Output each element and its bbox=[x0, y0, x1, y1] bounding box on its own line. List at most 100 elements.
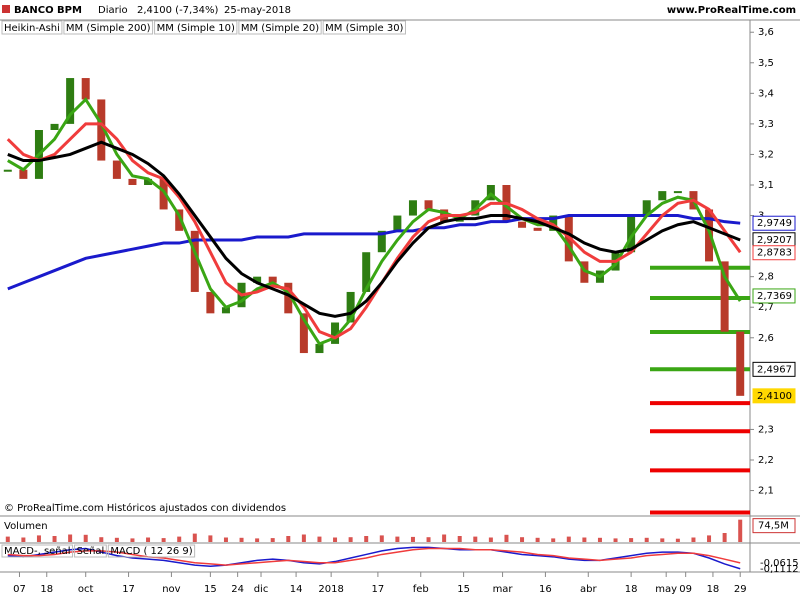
candle bbox=[658, 191, 667, 201]
y-tick-label: 3,1 bbox=[758, 180, 774, 191]
volume-bar bbox=[442, 534, 447, 542]
volume-bar bbox=[504, 534, 509, 542]
volume-bar bbox=[738, 519, 743, 542]
macd-legend: Señal bbox=[77, 546, 105, 557]
candle bbox=[19, 169, 28, 179]
x-tick-label: 15 bbox=[457, 584, 470, 595]
volume-bar bbox=[223, 537, 228, 542]
volume-bar bbox=[551, 538, 556, 542]
x-tick-label: 07 bbox=[13, 584, 26, 595]
candle bbox=[268, 276, 277, 283]
volume-bar bbox=[707, 535, 712, 542]
price-tag bbox=[752, 388, 796, 404]
x-tick-label: 18 bbox=[625, 584, 638, 595]
legend-box bbox=[322, 20, 406, 35]
candle bbox=[673, 191, 682, 194]
x-tick-label: feb bbox=[413, 584, 429, 595]
x-tick-label: 18 bbox=[707, 584, 720, 595]
volume-bar bbox=[473, 536, 478, 542]
last-price: 2,4100 (-7,34%) bbox=[137, 5, 218, 16]
candle bbox=[299, 313, 308, 354]
candle bbox=[393, 215, 402, 231]
ma-line bbox=[7, 214, 741, 291]
x-tick-label: may bbox=[655, 584, 677, 595]
volume-bar bbox=[68, 534, 73, 542]
volume-bar bbox=[629, 538, 634, 542]
price-tag bbox=[752, 245, 796, 261]
volume-bar bbox=[582, 537, 587, 542]
x-tick-label: 24 bbox=[231, 584, 244, 595]
volume-tag bbox=[752, 518, 796, 534]
volume-bar bbox=[52, 536, 57, 542]
macd-value-label: -0,0615 bbox=[760, 558, 799, 569]
macd-line bbox=[7, 546, 741, 570]
x-tick-label: 17 bbox=[122, 584, 135, 595]
candle bbox=[362, 252, 371, 292]
volume-bar bbox=[83, 534, 88, 542]
candle bbox=[3, 169, 12, 172]
volume-bar bbox=[395, 536, 400, 542]
volume-bar bbox=[333, 537, 338, 542]
x-tick-label: abr bbox=[580, 584, 597, 595]
volume-bar bbox=[208, 535, 213, 542]
volume-tag-label: 74,5M bbox=[758, 521, 789, 532]
volume-bar bbox=[457, 536, 462, 542]
price-tag bbox=[752, 288, 796, 304]
candle bbox=[66, 78, 75, 124]
footnote: © ProRealTime.com Históricos ajustados c… bbox=[4, 502, 286, 514]
volume-bar bbox=[535, 537, 540, 542]
volume-bar bbox=[317, 536, 322, 542]
y-tick-label: 3,6 bbox=[758, 27, 774, 38]
macd-legend: MACD ( 12 26 9) bbox=[110, 546, 192, 557]
candle bbox=[533, 227, 542, 231]
candle bbox=[424, 200, 433, 210]
x-tick-label: 16 bbox=[539, 584, 552, 595]
macd-legend-box bbox=[1, 544, 74, 558]
x-tick-label: 14 bbox=[290, 584, 303, 595]
volume-label: Volumen bbox=[4, 521, 48, 532]
candle bbox=[331, 322, 340, 344]
volume-bar bbox=[146, 537, 151, 542]
volume-bar bbox=[364, 536, 369, 542]
legend-box bbox=[63, 20, 154, 35]
macd-legend: MACD-, señal bbox=[4, 546, 71, 557]
volume-bar bbox=[691, 537, 696, 542]
volume-bar bbox=[348, 537, 353, 542]
candle bbox=[190, 230, 199, 292]
candle bbox=[128, 178, 137, 185]
volume-bar bbox=[192, 533, 197, 542]
legend-entry: MM (Simple 30) bbox=[325, 23, 403, 34]
volume-bar bbox=[130, 538, 135, 542]
x-tick-label: 29 bbox=[734, 584, 747, 595]
volume-bar bbox=[36, 535, 41, 542]
x-tick-label: 17 bbox=[372, 584, 385, 595]
candle bbox=[50, 123, 59, 130]
candle bbox=[221, 307, 230, 314]
candle bbox=[627, 215, 636, 253]
volume-bar bbox=[270, 538, 275, 542]
candle bbox=[253, 276, 262, 283]
x-tick-label: 2018 bbox=[318, 584, 343, 595]
volume-bar bbox=[488, 537, 493, 542]
volume-bar bbox=[5, 536, 10, 542]
candle bbox=[97, 99, 106, 161]
volume-bar bbox=[21, 537, 26, 542]
volume-bar bbox=[520, 537, 525, 542]
legend-box bbox=[154, 20, 238, 35]
candle bbox=[518, 221, 527, 228]
source: www.ProRealTime.com bbox=[667, 5, 796, 16]
volume-bar bbox=[114, 537, 119, 542]
legend-entry: MM (Simple 20) bbox=[241, 23, 319, 34]
legend-entry: Heikin-Ashi bbox=[4, 23, 60, 34]
x-tick-label: nov bbox=[162, 584, 180, 595]
legend-box bbox=[1, 20, 63, 35]
candle bbox=[642, 200, 651, 216]
x-tick-label: 09 bbox=[679, 584, 692, 595]
x-tick-label: oct bbox=[78, 584, 94, 595]
y-tick-label: 2,8 bbox=[758, 272, 774, 283]
volume-bar bbox=[722, 533, 727, 542]
volume-bar bbox=[239, 537, 244, 542]
y-tick-label: 2,7 bbox=[758, 302, 774, 313]
candle bbox=[206, 291, 215, 314]
